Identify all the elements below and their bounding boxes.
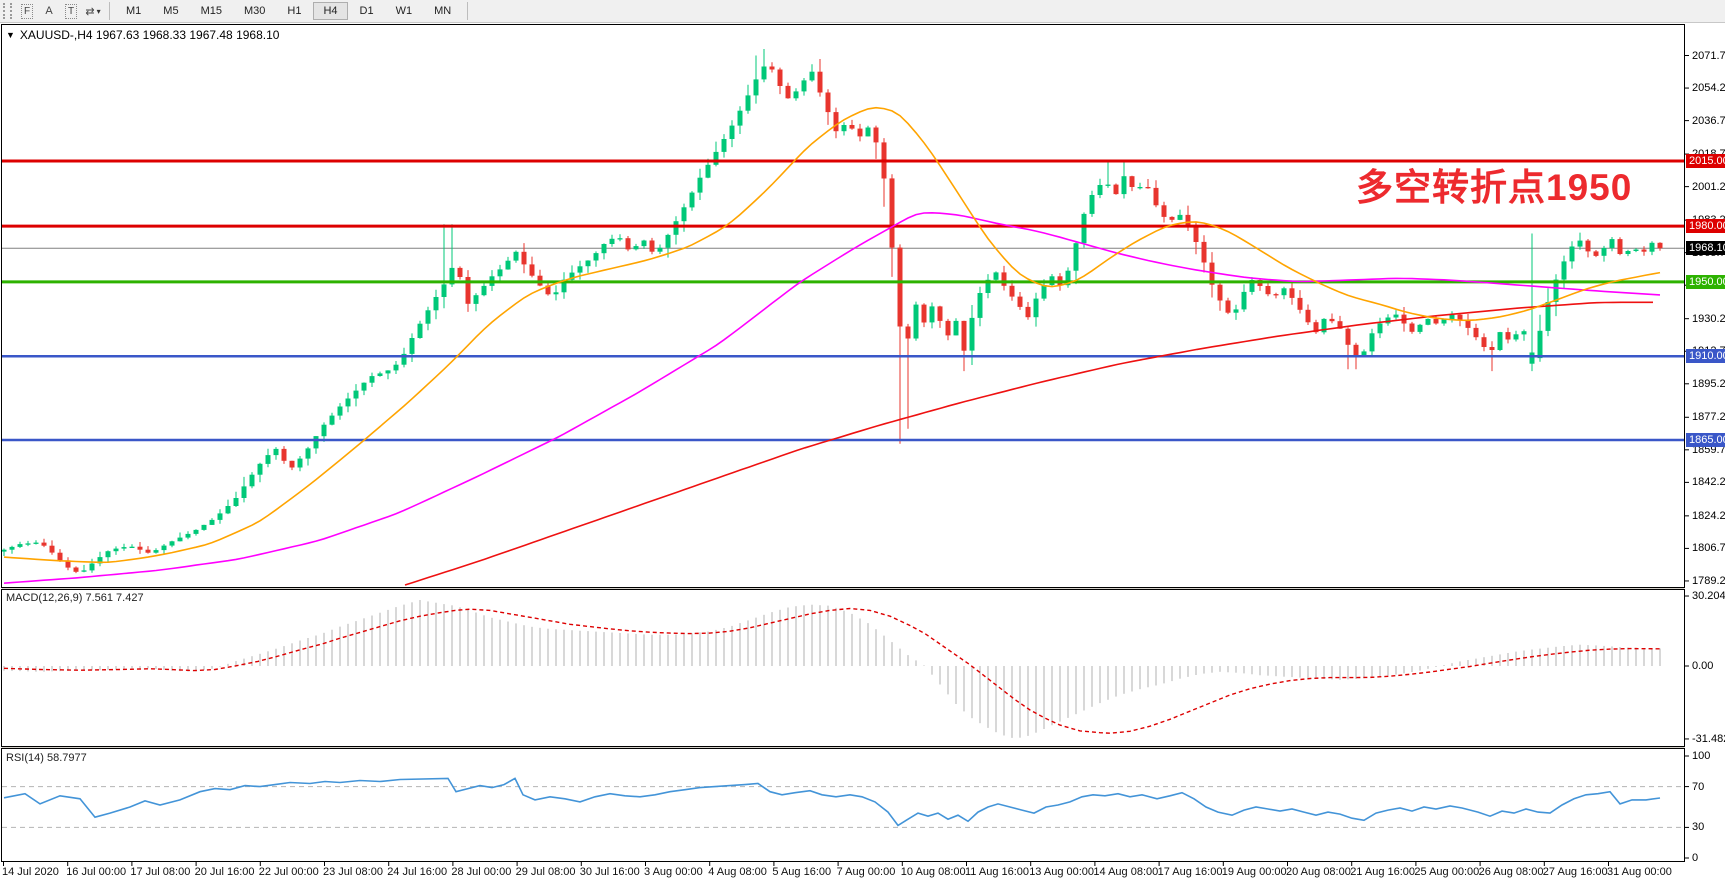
date-label: 29 Jul 08:00 xyxy=(515,866,576,878)
rsi-tick-70: 70 xyxy=(1692,780,1705,793)
price-tick-1806.70: 1806.70 xyxy=(1692,542,1725,555)
macd-tick--31.482: -31.482 xyxy=(1692,732,1725,745)
date-label: 24 Jul 16:00 xyxy=(387,866,448,878)
chart-shift-icon[interactable]: F xyxy=(17,2,37,20)
price-tick-1877.20: 1877.20 xyxy=(1692,411,1725,424)
price-tick-1824.20: 1824.20 xyxy=(1692,509,1725,522)
price-tick-2001.20: 2001.20 xyxy=(1692,180,1725,193)
toolbar-grip[interactable] xyxy=(3,3,12,19)
timeframe-button-w1[interactable]: W1 xyxy=(395,5,413,17)
main-price-pane xyxy=(2,49,1684,586)
chart-title-text: XAUUSD-,H4 1967.63 1968.33 1967.48 1968.… xyxy=(19,28,280,42)
toolbar-separator xyxy=(467,2,469,20)
price-tick-1789.20: 1789.20 xyxy=(1692,574,1725,587)
price-tick-1930.20: 1930.20 xyxy=(1692,312,1725,325)
rsi-pane xyxy=(2,777,1684,828)
date-label: 23 Jul 08:00 xyxy=(323,866,383,878)
date-label: 13 Aug 00:00 xyxy=(1029,866,1095,878)
toolbar-separator xyxy=(109,2,110,20)
symbol-dropdown-icon[interactable]: ▼ xyxy=(6,30,15,40)
price-tick-1895.20: 1895.20 xyxy=(1692,377,1725,390)
macd-tick-30.204: 30.204 xyxy=(1692,590,1725,603)
date-label: 17 Aug 16:00 xyxy=(1157,866,1223,878)
date-label: 30 Jul 16:00 xyxy=(579,866,640,878)
date-label: 19 Aug 00:00 xyxy=(1221,866,1287,878)
timeframe-button-m30[interactable]: M30 xyxy=(243,5,266,17)
ma-slow-line xyxy=(404,301,1653,586)
macd-indicator-label: MACD(12,26,9) 7.561 7.427 xyxy=(6,592,144,604)
date-label: 14 Jul 2020 xyxy=(2,866,59,878)
cursor-mode-icon[interactable]: A xyxy=(45,5,53,17)
timeframe-button-h1[interactable]: H1 xyxy=(287,5,302,17)
level-label-2015.00: 2015.00 xyxy=(1686,153,1725,168)
date-label: 25 Aug 00:00 xyxy=(1414,866,1480,878)
macd-signal-line xyxy=(3,607,1661,734)
level-label-1980.00: 1980.00 xyxy=(1686,219,1725,234)
price-tick-2054.20: 2054.20 xyxy=(1692,82,1725,95)
date-label: 10 Aug 08:00 xyxy=(900,866,966,878)
timeframe-button-m5[interactable]: M5 xyxy=(163,5,179,17)
date-label: 14 Aug 08:00 xyxy=(1093,866,1159,878)
dropdown-caret-icon: ▾ xyxy=(96,6,101,16)
date-label: 5 Aug 16:00 xyxy=(772,866,832,878)
date-label: 22 Jul 00:00 xyxy=(258,866,319,878)
price-tick-2036.70: 2036.70 xyxy=(1692,114,1725,127)
text-tool-icon[interactable]: T xyxy=(61,2,81,20)
timeframe-button-m15[interactable]: M15 xyxy=(200,5,222,17)
annotation-text: 多空转折点1950 xyxy=(1356,167,1633,208)
level-label-1865.00: 1865.00 xyxy=(1686,432,1725,447)
ma-fast-line xyxy=(3,106,1661,564)
date-label: 20 Jul 16:00 xyxy=(194,866,255,878)
timeframe-button-d1[interactable]: D1 xyxy=(359,5,374,17)
timeframe-button-m1[interactable]: M1 xyxy=(126,5,142,17)
date-label: 11 Aug 16:00 xyxy=(965,866,1030,878)
pane-borders xyxy=(1,24,1689,866)
timeframe-button-mn[interactable]: MN xyxy=(434,5,452,17)
rsi-tick-100: 100 xyxy=(1692,750,1711,762)
rsi-line xyxy=(3,777,1661,827)
date-label: 21 Aug 16:00 xyxy=(1350,866,1416,878)
bid-price-label: 1968.10 xyxy=(1686,241,1725,256)
date-label: 26 Aug 08:00 xyxy=(1478,866,1544,878)
date-label: 31 Aug 00:00 xyxy=(1607,866,1672,878)
chart-title: ▼ XAUUSD-,H4 1967.63 1968.33 1967.48 196… xyxy=(6,28,279,42)
price-tick-1842.20: 1842.20 xyxy=(1692,476,1725,489)
date-label: 20 Aug 08:00 xyxy=(1286,866,1351,878)
cycle-symbols-icon[interactable]: ⇄ ▾ xyxy=(85,5,101,18)
rsi-tick-0: 0 xyxy=(1692,852,1699,864)
date-label: 3 Aug 00:00 xyxy=(644,866,703,878)
rsi-indicator-label: RSI(14) 58.7977 xyxy=(6,752,87,764)
date-label: 27 Aug 16:00 xyxy=(1542,866,1608,878)
timeframe-button-group: M1 M5 M15 M30 H1 H4 D1 W1 MN xyxy=(115,2,462,20)
ma-mid-line xyxy=(3,211,1661,584)
level-label-1910.00: 1910.00 xyxy=(1686,349,1725,364)
price-tick-2071.70: 2071.70 xyxy=(1692,49,1725,62)
level-label-1950.00: 1950.00 xyxy=(1686,274,1725,289)
rsi-tick-30: 30 xyxy=(1692,821,1705,834)
date-label: 7 Aug 00:00 xyxy=(836,866,896,878)
date-label: 28 Jul 00:00 xyxy=(451,866,512,878)
macd-pane xyxy=(3,600,1661,738)
toolbar: F A T ⇄ ▾ M1 M5 M15 M30 H1 H4 D1 W1 MN xyxy=(0,0,1725,23)
date-label: 16 Jul 00:00 xyxy=(66,866,127,878)
macd-tick-0.00: 0.00 xyxy=(1692,660,1714,672)
date-label: 4 Aug 08:00 xyxy=(708,866,767,878)
timeframe-button-h4[interactable]: H4 xyxy=(313,2,348,20)
date-label: 17 Jul 08:00 xyxy=(130,866,191,878)
